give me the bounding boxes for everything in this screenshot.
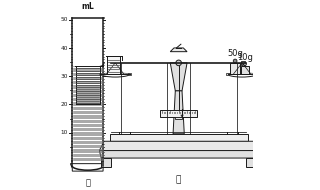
Bar — [100, 73, 102, 75]
Bar — [241, 61, 245, 65]
Bar — [160, 110, 197, 117]
Text: 乙: 乙 — [176, 175, 181, 184]
Bar — [255, 73, 258, 75]
Text: 10: 10 — [61, 130, 68, 135]
Text: 甲: 甲 — [85, 179, 90, 188]
Polygon shape — [170, 48, 187, 52]
Bar — [101, 158, 111, 167]
Polygon shape — [173, 91, 184, 134]
Bar — [110, 134, 248, 141]
Circle shape — [233, 59, 237, 63]
Polygon shape — [99, 151, 258, 158]
Polygon shape — [170, 63, 187, 91]
Bar — [242, 64, 244, 67]
Text: 10g: 10g — [237, 53, 253, 62]
Bar — [230, 63, 240, 74]
Text: 30: 30 — [61, 74, 68, 79]
Text: 40: 40 — [61, 46, 68, 51]
Text: 20: 20 — [61, 102, 68, 107]
Text: 50g: 50g — [227, 49, 243, 58]
Circle shape — [176, 60, 181, 66]
Bar — [128, 73, 131, 75]
Bar — [246, 158, 256, 167]
Bar — [107, 56, 120, 74]
Text: 50: 50 — [61, 17, 68, 22]
Bar — [175, 117, 182, 119]
Circle shape — [244, 63, 246, 66]
Bar — [226, 73, 229, 75]
Bar — [241, 66, 249, 74]
Polygon shape — [99, 141, 258, 151]
Text: mL: mL — [81, 2, 94, 11]
Bar — [113, 64, 116, 67]
Bar — [112, 61, 116, 65]
